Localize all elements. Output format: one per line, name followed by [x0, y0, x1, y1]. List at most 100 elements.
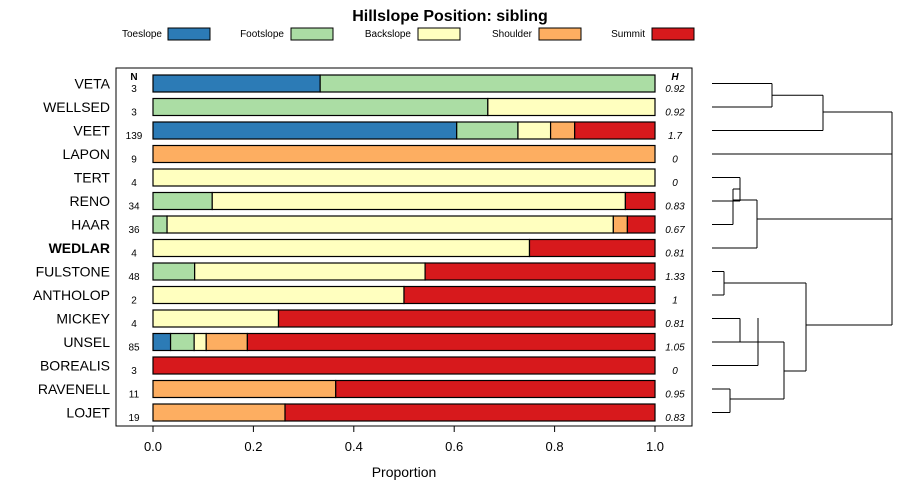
bar-segment-summit [284, 403, 656, 422]
row-unsel: UNSEL 85 1.05 [63, 332, 685, 354]
row-n: 4 [131, 249, 137, 260]
x-tick-label: 0.2 [244, 439, 262, 454]
row-h: 0.83 [665, 202, 685, 213]
bar-segment-summit [626, 215, 656, 234]
bar-segment-backslope [152, 168, 656, 187]
row-h: 0.92 [665, 108, 685, 119]
row-label: ANTHOLOP [33, 287, 110, 303]
row-lapon: LAPON 9 0 [63, 144, 678, 166]
row-n: 11 [129, 390, 140, 401]
bar-segment-backslope [193, 332, 207, 352]
chart-title: Hillslope Position: sibling [352, 8, 548, 25]
x-tick-label: 0.0 [144, 439, 162, 454]
bar-segment-shoulder [612, 215, 628, 234]
bar-segment-backslope [152, 285, 405, 305]
bar-segment-shoulder [549, 121, 576, 140]
row-label: BOREALIS [40, 358, 110, 374]
row-n: 2 [131, 296, 137, 307]
row-h: 1.7 [668, 131, 682, 142]
row-h: 0.83 [665, 413, 685, 424]
legend-label-backslope: Backslope [365, 29, 412, 40]
legend-label-footslope: Footslope [240, 29, 284, 40]
bar-segment-backslope [194, 262, 426, 281]
bar-segment-footslope [319, 74, 656, 93]
x-tick-label: 1.0 [646, 439, 664, 454]
x-axis-label: Proportion [372, 464, 437, 480]
row-n: 34 [128, 202, 140, 213]
row-h: 1.05 [665, 343, 685, 354]
row-borealis: BOREALIS 3 0 [40, 356, 678, 377]
row-haar: HAAR 36 0.67 [71, 215, 685, 236]
row-antholop: ANTHOLOP 2 1 [33, 285, 678, 307]
row-label: LOJET [66, 405, 110, 421]
row-h: 0.67 [665, 225, 685, 236]
row-wedlar: WEDLAR 4 0.81 [49, 238, 685, 260]
row-h: 1 [672, 296, 678, 307]
row-n: 48 [128, 272, 140, 283]
bar-segment-backslope [166, 215, 614, 234]
row-label: MICKEY [56, 311, 110, 327]
row-n: 4 [131, 178, 137, 189]
bar-segment-footslope [152, 97, 489, 117]
row-label: FULSTONE [36, 264, 110, 280]
x-tick-label: 0.6 [445, 439, 463, 454]
row-h: 0 [672, 155, 678, 166]
bar-segment-summit [528, 238, 656, 258]
bar-segment-shoulder [205, 332, 248, 352]
bar-segment-toeslope [152, 74, 321, 93]
row-wellsed: WELLSED 3 0.92 [43, 97, 685, 119]
row-fulstone: FULSTONE 48 1.33 [36, 262, 685, 283]
bar-segment-summit [335, 379, 656, 399]
row-h: 1.33 [665, 272, 685, 283]
plot-frame [115, 67, 693, 427]
row-h: 0.81 [665, 249, 684, 260]
x-axis: 0.0 0.2 0.4 0.6 0.8 1.0 [144, 426, 664, 454]
bar-segment-backslope [152, 238, 531, 258]
bar-segment-toeslope [152, 121, 458, 140]
legend-swatch-backslope [417, 27, 461, 41]
legend-label-toeslope: Toeslope [122, 29, 162, 40]
bar-segment-footslope [169, 332, 195, 352]
bar-segment-shoulder [152, 144, 656, 164]
bar-segment-summit [574, 121, 656, 140]
bar-segment-footslope [152, 191, 213, 211]
row-n: 139 [126, 131, 143, 142]
bar-segment-summit [424, 262, 656, 281]
legend: Toeslope Footslope Backslope Shoulder Summit [122, 27, 695, 41]
legend-label-summit: Summit [611, 29, 645, 40]
row-n: 3 [131, 366, 137, 377]
row-lojet: LOJET 19 0.83 [66, 403, 685, 424]
row-n: 4 [131, 319, 137, 330]
bar-segment-summit [624, 191, 656, 211]
bar-segment-summit [152, 356, 656, 375]
row-n: 3 [131, 108, 137, 119]
row-label: UNSEL [63, 334, 110, 350]
row-h: 0 [672, 178, 678, 189]
h-column-header: H [671, 72, 679, 83]
bar-segment-backslope [211, 191, 626, 211]
row-label: TERT [74, 170, 111, 186]
row-veet: VEET 139 1.7 [73, 121, 682, 142]
row-n: 19 [128, 413, 140, 424]
row-label: WELLSED [43, 99, 110, 115]
bar-segment-shoulder [152, 403, 286, 422]
legend-swatch-summit [651, 27, 695, 41]
bar-segment-summit [246, 332, 656, 352]
bar-segment-footslope [456, 121, 519, 140]
bar-segment-summit [403, 285, 656, 305]
row-label: LAPON [63, 146, 110, 162]
row-veta: VETA 3 0.92 [74, 74, 685, 95]
row-h: 0.95 [665, 390, 685, 401]
row-h: 0.81 [665, 319, 684, 330]
row-tert: TERT 4 0 [74, 168, 678, 189]
dendrogram [712, 83, 893, 413]
bar-segment-summit [277, 309, 656, 328]
row-label: VEET [73, 123, 110, 139]
x-tick-label: 0.4 [345, 439, 363, 454]
x-tick-label: 0.8 [546, 439, 564, 454]
bar-segment-toeslope [152, 332, 172, 352]
row-n: 36 [128, 225, 140, 236]
row-h: 0 [672, 366, 678, 377]
row-n: 85 [128, 343, 140, 354]
